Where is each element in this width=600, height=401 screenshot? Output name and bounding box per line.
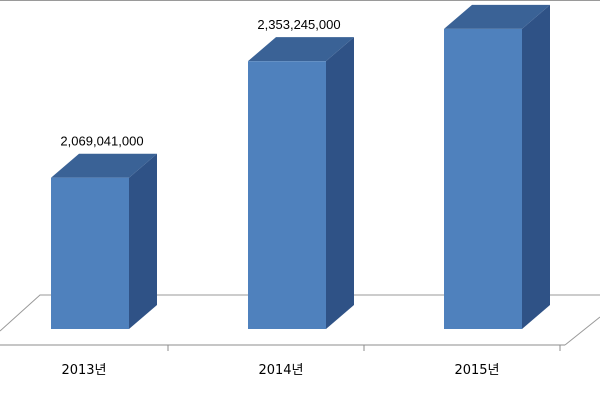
x-tick-label-2: 2014년 [258, 363, 303, 378]
bar-1 [51, 177, 129, 329]
bar-side-2 [326, 37, 354, 329]
x-tick-label-1: 2013년 [61, 363, 106, 378]
bar-top-2 [248, 37, 354, 62]
data-label-2: 2,353,245,000 [257, 17, 340, 32]
floor-back-edge [0, 294, 600, 332]
bar-side-3 [522, 4, 550, 330]
floor-right-edge [564, 316, 600, 346]
x-axis: 2013년 2014년 2015년 [0, 344, 565, 378]
chart-floor [0, 294, 600, 346]
bar-2 [248, 61, 326, 329]
data-label-1: 2,069,041,000 [60, 134, 143, 149]
bar-series [51, 4, 550, 330]
bar-top-1 [51, 153, 157, 178]
bar-3 [444, 28, 522, 330]
bar-side-1 [129, 153, 157, 329]
bar-top-3 [444, 4, 550, 29]
x-tick-label-3: 2015년 [454, 363, 499, 378]
